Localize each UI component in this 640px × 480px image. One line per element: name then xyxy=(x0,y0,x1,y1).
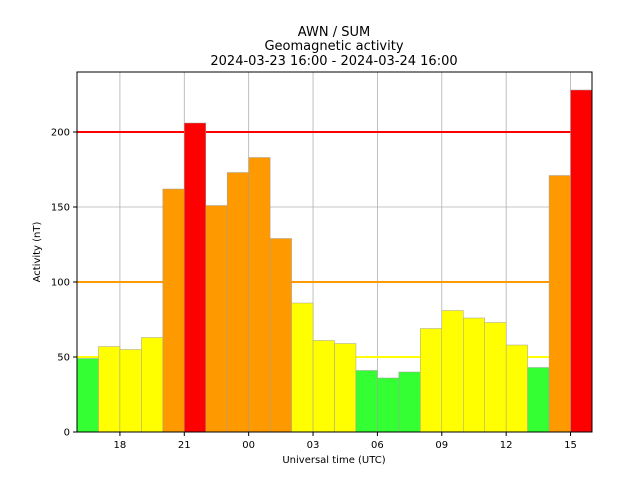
y-tick-label: 200 xyxy=(51,128,70,139)
x-tick-label: 21 xyxy=(178,440,191,451)
x-tick-label: 03 xyxy=(307,440,320,451)
x-axis-ticks: 18 21 00 03 06 09 12 15 xyxy=(114,432,577,451)
bar xyxy=(119,349,142,433)
bar xyxy=(184,122,207,433)
bar xyxy=(334,343,357,433)
bar xyxy=(527,367,550,433)
y-axis-label: Activity (nT) xyxy=(32,221,43,282)
bar xyxy=(463,317,485,433)
bar xyxy=(355,370,378,433)
bar xyxy=(420,328,443,433)
bar xyxy=(548,175,571,433)
bar xyxy=(484,322,507,433)
y-tick-label: 100 xyxy=(51,278,70,289)
plot-frame xyxy=(76,71,593,433)
x-axis-label: Universal time (UTC) xyxy=(282,455,385,466)
x-tick-label: 18 xyxy=(114,440,127,451)
bar xyxy=(269,238,292,433)
chart-title-line-3: 2024-03-23 16:00 - 2024-03-24 16:00 xyxy=(210,54,457,69)
bar xyxy=(398,371,421,433)
x-tick-label: 15 xyxy=(564,440,577,451)
bar-layer xyxy=(76,89,593,433)
bar xyxy=(76,358,99,433)
bar xyxy=(226,172,249,433)
bar xyxy=(248,157,271,433)
chart-title-line-1: AWN / SUM xyxy=(298,25,370,40)
bar xyxy=(377,377,400,433)
x-tick-label: 12 xyxy=(500,440,513,451)
bar xyxy=(312,340,335,433)
x-tick-label: 09 xyxy=(435,440,448,451)
y-axis-ticks: 0 50 100 150 200 xyxy=(51,128,77,439)
x-tick-label: 00 xyxy=(242,440,255,451)
x-tick-label: 06 xyxy=(371,440,384,451)
bar xyxy=(291,302,314,433)
bar xyxy=(505,344,528,433)
bar xyxy=(141,337,164,433)
bar xyxy=(205,205,228,433)
y-tick-label: 0 xyxy=(64,428,70,439)
y-tick-label: 50 xyxy=(57,353,70,364)
chart-title-line-2: Geomagnetic activity xyxy=(264,39,403,54)
bar xyxy=(98,346,121,433)
bar xyxy=(162,188,185,433)
y-tick-label: 150 xyxy=(51,203,70,214)
bar xyxy=(441,310,464,433)
bar xyxy=(570,89,593,433)
